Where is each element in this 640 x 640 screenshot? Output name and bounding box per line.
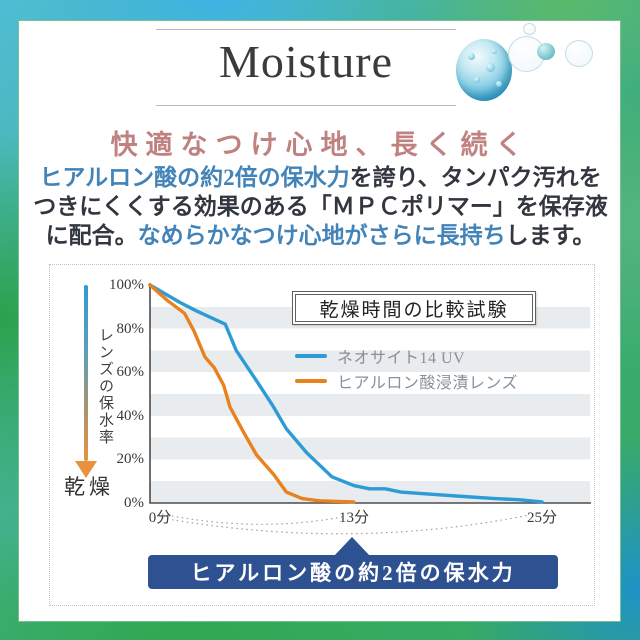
bubble-droplet-icon xyxy=(492,49,497,54)
x-tick-label: 13分 xyxy=(338,510,369,526)
subtitle: 快適なつけ心地、長く続く xyxy=(110,130,531,160)
legend-item: ネオサイト14 UV xyxy=(295,343,518,368)
x-tick-label: 25分 xyxy=(526,510,557,526)
y-axis-label: レンズの保水率 xyxy=(97,327,113,446)
moisture-arrow-line xyxy=(84,285,88,461)
body-text: つきにくくする効果のある「ＭＰＣポリマー」を保存液 xyxy=(33,194,608,219)
series-line-0 xyxy=(148,283,544,504)
highlight-text: なめらかなつけ心地がさらに長持ち xyxy=(137,223,506,248)
title-divider-bottom xyxy=(156,105,456,106)
legend-swatch xyxy=(295,378,327,383)
chart-title-box: 乾燥時間の比較試験 xyxy=(292,291,536,325)
body-copy: ヒアルロン酸の約2倍の保水力を誇り、タンパク汚れを つきにくくする効果のある「Ｍ… xyxy=(19,163,622,250)
interval-arc-25min xyxy=(161,514,530,535)
y-tick-label: 20% xyxy=(116,451,145,467)
water-bubble-icon xyxy=(537,43,555,60)
water-bubble-icon xyxy=(523,23,536,35)
bubble-droplet-icon xyxy=(486,63,495,72)
y-tick-label: 100% xyxy=(109,277,144,293)
legend-label: ヒアルロン酸浸漬レンズ xyxy=(337,374,519,392)
series-line-1 xyxy=(148,283,356,504)
body-line-2: つきにくくする効果のある「ＭＰＣポリマー」を保存液 xyxy=(19,192,622,221)
legend-item: ヒアルロン酸浸漬レンズ xyxy=(295,368,518,393)
water-bubble-icon xyxy=(456,39,512,101)
chart-legend: ネオサイト14 UV ヒアルロン酸浸漬レンズ xyxy=(295,343,518,393)
interval-arc-13min xyxy=(161,513,343,525)
chart-svg xyxy=(148,283,591,535)
chart-title: 乾燥時間の比較試験 xyxy=(295,294,533,322)
content-card: Moisture 快適なつけ心地、長く続く ヒアルロン酸の約2倍の保水力を誇り、… xyxy=(18,20,621,622)
page-title: Moisture xyxy=(218,36,394,87)
body-line-3: に配合。なめらかなつけ心地がさらに長持ちします。 xyxy=(19,221,622,250)
y-tick-label: 60% xyxy=(116,364,145,380)
legend-label: ネオサイト14 UV xyxy=(337,349,466,367)
x-tick-label: 0分 xyxy=(148,510,172,526)
dry-label: 乾燥 xyxy=(64,475,114,499)
axis-lines xyxy=(149,283,591,504)
body-text: します。 xyxy=(505,223,596,248)
y-tick-label: 0% xyxy=(124,495,144,511)
body-line-1: ヒアルロン酸の約2倍の保水力を誇り、タンパク汚れを xyxy=(19,163,622,192)
water-bubble-icon xyxy=(565,40,593,67)
highlight-text: ヒアルロン酸の約2倍の保水力 xyxy=(39,165,350,190)
bubble-droplet-icon xyxy=(496,81,502,87)
body-text: を誇り、タンパク汚れを xyxy=(349,165,602,190)
body-text: に配合。 xyxy=(45,223,138,248)
chart-panel: 100% 80% 60% 40% 20% 0% 0分 13分 25分 乾燥時間の… xyxy=(49,264,595,606)
y-tick-label: 80% xyxy=(116,321,145,337)
banner-pointer-icon xyxy=(334,537,370,556)
title-divider-top xyxy=(156,29,456,30)
arrow-down-icon xyxy=(75,461,97,478)
y-tick-label: 40% xyxy=(116,408,145,424)
annotation-banner: ヒアルロン酸の約2倍の保水力 xyxy=(148,555,558,589)
bubble-droplet-icon xyxy=(468,53,475,60)
bubble-droplet-icon xyxy=(474,77,480,83)
legend-swatch xyxy=(295,353,327,358)
